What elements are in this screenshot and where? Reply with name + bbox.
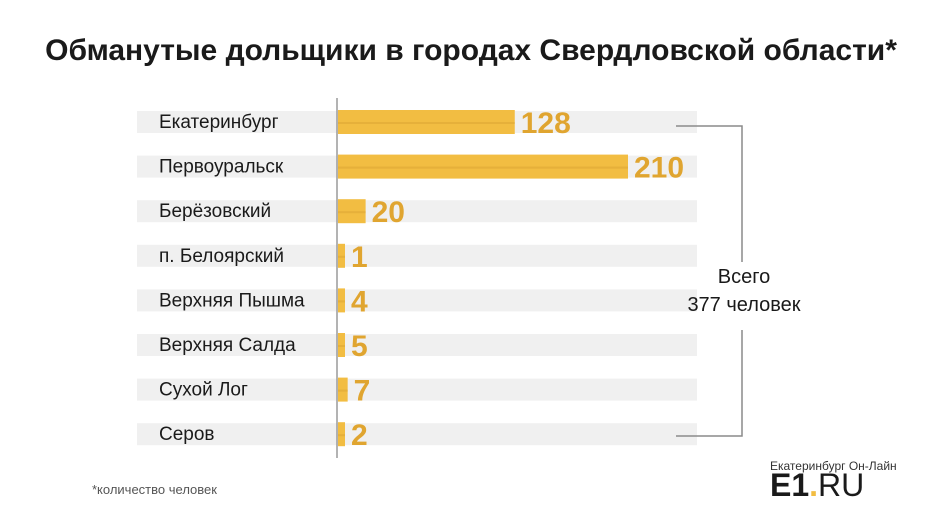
value-label: 210 [634, 152, 684, 185]
value-label: 20 [372, 196, 405, 229]
bar-shade [338, 300, 345, 303]
logo-subtitle: Екатеринбург Он-Лайн [770, 459, 897, 473]
bar-shade [338, 389, 348, 392]
row-stripe [137, 378, 697, 401]
footnote: *количество человек [92, 482, 217, 497]
row-stripe [137, 244, 697, 267]
bar-shade [338, 434, 345, 437]
row-stripe [137, 289, 697, 312]
bar-shade [338, 345, 345, 347]
category-label: Верхняя Салда [159, 335, 296, 356]
value-label: 1 [351, 241, 368, 274]
row-stripe [137, 200, 697, 223]
category-label: Екатеринбург [159, 112, 279, 133]
row-stripe [137, 423, 697, 446]
category-label: Первоуральск [159, 157, 284, 178]
total-label-line2: 377 человек [687, 294, 800, 316]
bar-shade [338, 211, 366, 214]
bars-group [338, 110, 628, 447]
chart-title: Обманутые дольщики в городах Свердловско… [45, 34, 897, 67]
bar-shade [338, 122, 515, 124]
value-label: 2 [351, 419, 368, 452]
row-stripes [137, 111, 697, 446]
category-label: Сухой Лог [159, 380, 248, 401]
value-label: 128 [521, 107, 571, 140]
value-labels: 128 210 201 4 5 7 2 [351, 107, 684, 452]
category-label: Серов [159, 424, 215, 445]
total-bracket [676, 125, 743, 437]
logo-dot: . [809, 467, 818, 503]
logo-e1: E1 [770, 467, 809, 503]
value-label: 4 [351, 285, 368, 318]
bar-shade [338, 255, 345, 258]
total-label-line1: Всего [718, 266, 770, 288]
category-label: Берёзовский [159, 201, 271, 222]
value-label: 7 [354, 375, 371, 408]
bar [338, 243, 345, 268]
logo-ru: RU [818, 467, 864, 503]
category-label: Верхняя Пышма [159, 290, 305, 311]
value-label: 5 [351, 330, 368, 363]
category-labels: Екатеринбург Первоуральск Берёзовский п. Бе… [159, 112, 305, 445]
bar-shade [338, 166, 628, 169]
category-label: п. Белоярский [159, 246, 284, 267]
row-stripe [137, 334, 697, 356]
logo-wordmark: E1.RU [770, 467, 864, 503]
